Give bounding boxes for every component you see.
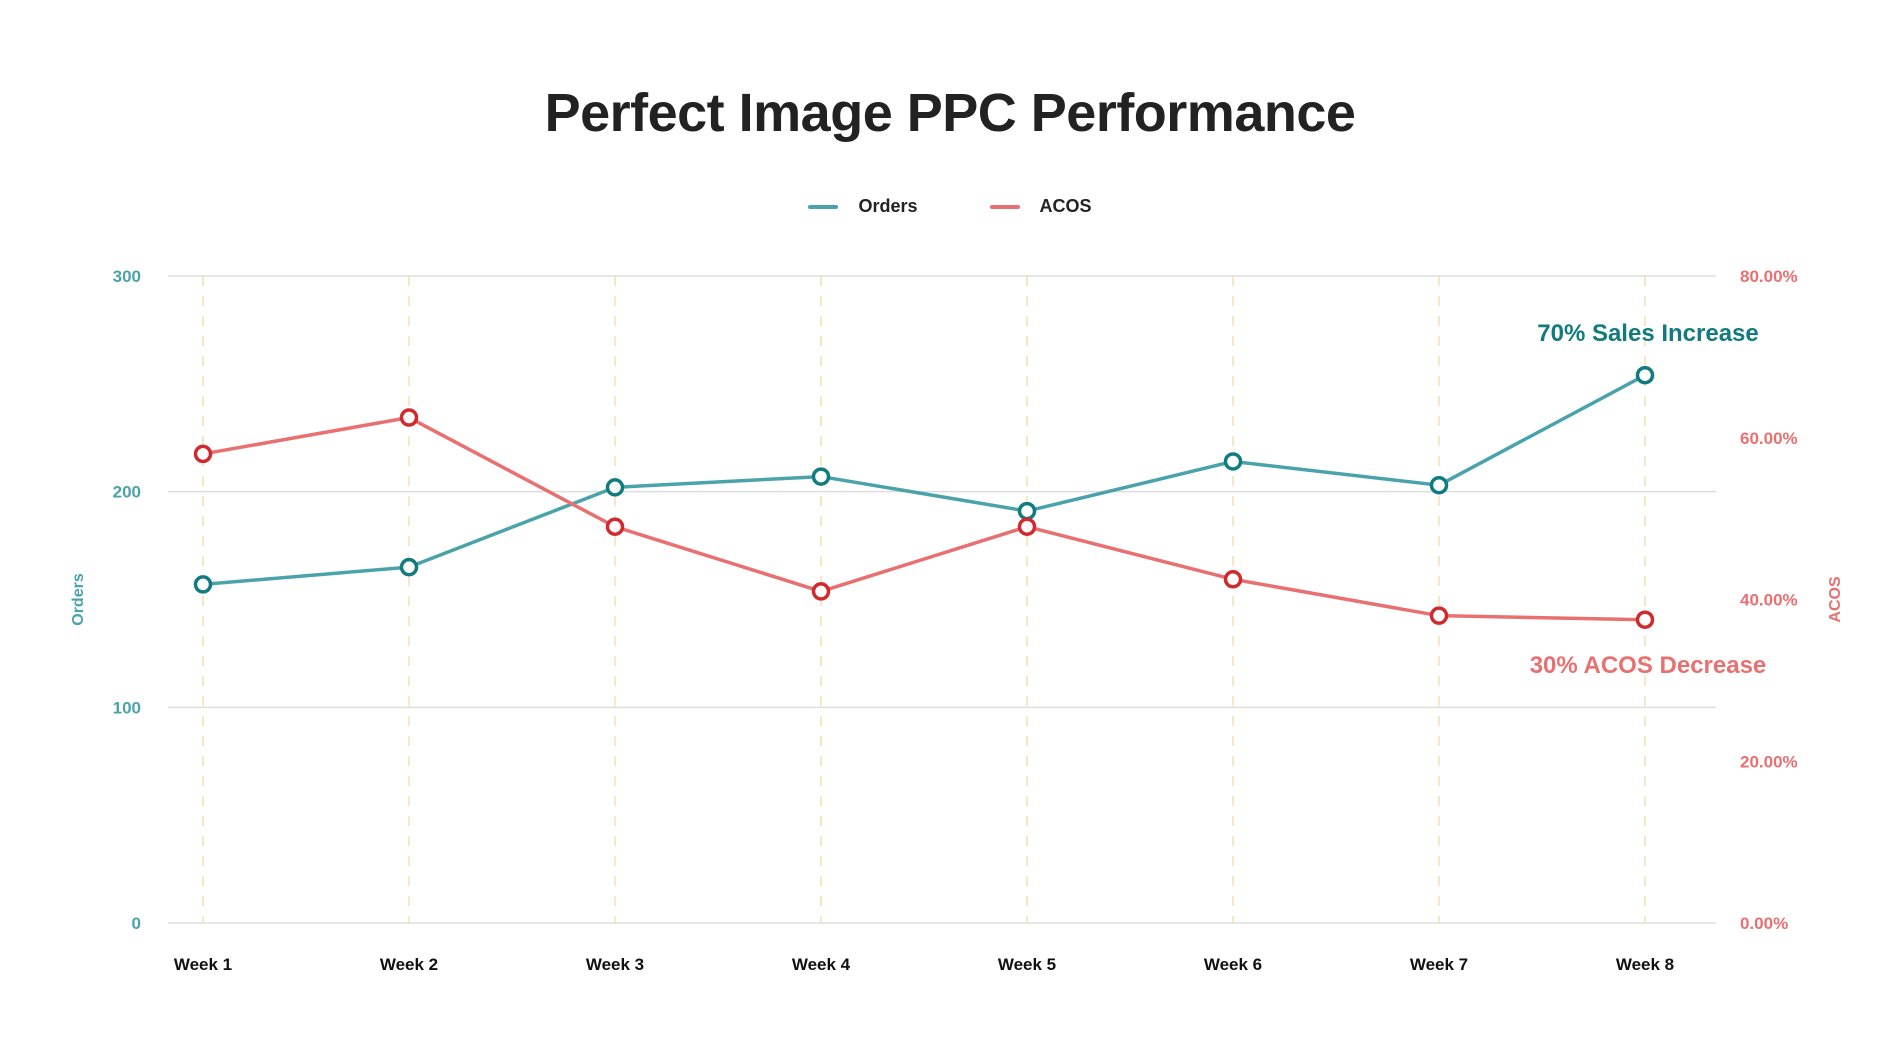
y-axis-title-right: ACOS [1827,576,1844,623]
data-point-acos [811,582,831,601]
legend-item-orders: Orders [808,196,918,217]
data-point-orders [811,467,831,486]
series-line-orders [202,373,1646,587]
legend-swatch-orders [808,204,839,209]
legend-item-acos: ACOS [989,196,1092,217]
data-point-acos [193,444,213,464]
data-point-acos [399,408,419,427]
x-tick-label: Week 2 [380,955,438,974]
data-point-acos [605,517,625,536]
y-tick-label-left: 200 [113,483,141,502]
y-tick-label-left: 100 [113,698,141,717]
chart-legend: Orders ACOS [0,196,1900,217]
data-point-orders [399,557,419,577]
data-point-acos [1223,570,1243,589]
x-tick-label: Week 5 [998,955,1056,974]
legend-swatch-acos [989,204,1020,209]
y-tick-label-left: 300 [113,267,141,286]
y-axis-title-left: Orders [70,573,87,626]
series-line-acos [202,415,1646,622]
y-tick-label-right: 0.00% [1740,914,1788,933]
data-point-orders [1429,475,1449,495]
y-tick-label-left: 0 [132,914,141,933]
data-point-orders [1635,365,1655,385]
data-point-orders [1017,501,1037,521]
chart-title: Perfect Image PPC Performance [544,83,1356,143]
x-tick-label: Week 3 [586,955,644,974]
data-point-acos [1635,610,1655,629]
annotation-acos-decrease: 30% ACOS Decrease [1530,652,1767,679]
annotation-sales-increase: 70% Sales Increase [1537,320,1759,347]
x-tick-label: Week 1 [174,955,232,974]
data-point-orders [193,575,213,594]
y-tick-label-right: 20.00% [1740,752,1798,771]
legend-label-orders: Orders [858,196,918,216]
data-point-orders [1223,452,1243,471]
x-tick-label: Week 8 [1616,955,1674,974]
data-point-orders [605,478,625,497]
data-point-acos [1017,517,1037,536]
x-tick-label: Week 4 [792,955,851,974]
y-tick-label-right: 40.00% [1740,591,1798,610]
legend-label-acos: ACOS [1039,196,1092,216]
y-tick-label-right: 80.00% [1740,267,1798,286]
x-tick-label: Week 7 [1410,955,1468,974]
y-tick-label-right: 60.00% [1740,429,1798,448]
x-tick-label: Week 6 [1204,955,1262,974]
data-point-acos [1429,606,1449,625]
